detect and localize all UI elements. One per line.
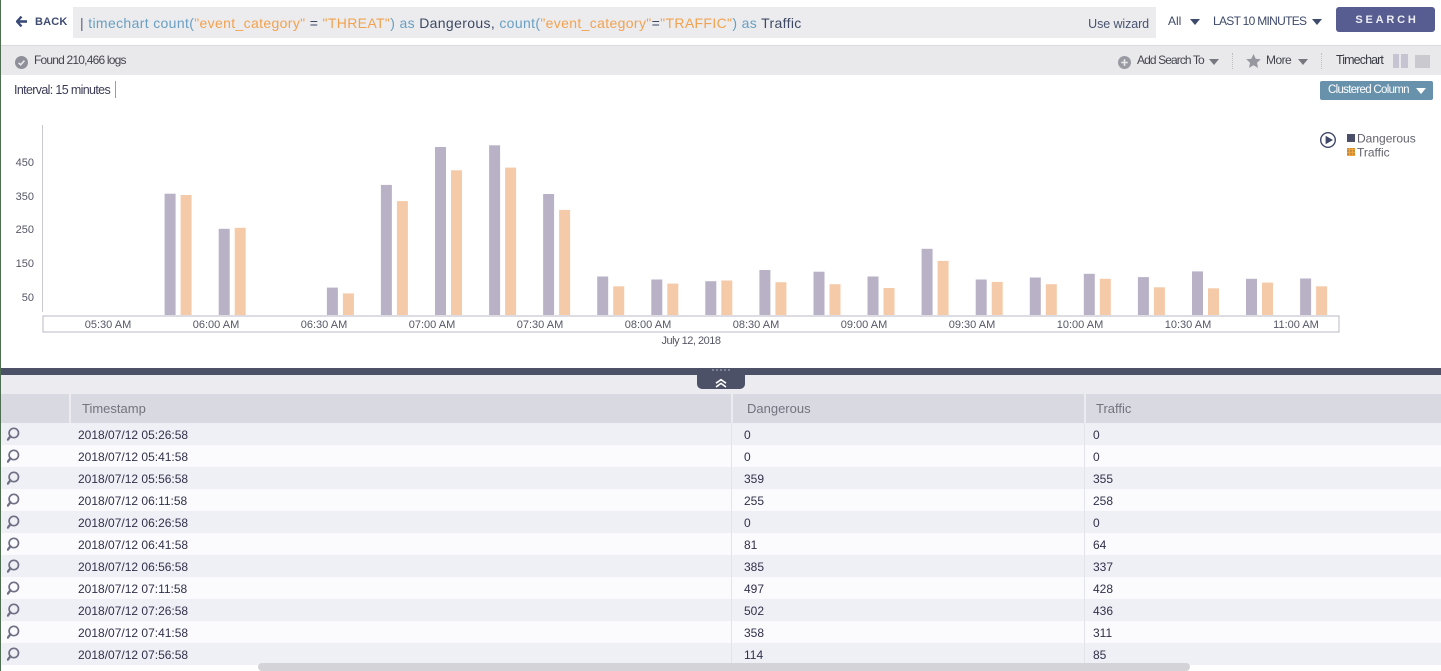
svg-text:08:00 AM: 08:00 AM xyxy=(625,319,671,331)
svg-text:11:00 AM: 11:00 AM xyxy=(1273,319,1319,331)
svg-text:06:00 AM: 06:00 AM xyxy=(193,319,239,331)
svg-text:06:30 AM: 06:30 AM xyxy=(301,319,347,331)
svg-text:09:30 AM: 09:30 AM xyxy=(949,319,995,331)
svg-text:10:00 AM: 10:00 AM xyxy=(1057,319,1103,331)
svg-text:Traffic: Traffic xyxy=(1357,146,1390,160)
svg-text:50: 50 xyxy=(22,292,34,304)
svg-text:250: 250 xyxy=(16,224,34,236)
svg-text:Dangerous: Dangerous xyxy=(1357,132,1416,146)
svg-text:350: 350 xyxy=(16,191,34,203)
svg-text:08:30 AM: 08:30 AM xyxy=(733,319,779,331)
svg-text:05:30 AM: 05:30 AM xyxy=(85,319,131,331)
svg-text:450: 450 xyxy=(16,157,34,169)
svg-text:July 12, 2018: July 12, 2018 xyxy=(662,335,721,347)
svg-text:09:00 AM: 09:00 AM xyxy=(841,319,887,331)
svg-text:07:00 AM: 07:00 AM xyxy=(409,319,455,331)
svg-text:10:30 AM: 10:30 AM xyxy=(1165,319,1211,331)
svg-text:07:30 AM: 07:30 AM xyxy=(517,319,563,331)
svg-text:150: 150 xyxy=(16,258,34,270)
